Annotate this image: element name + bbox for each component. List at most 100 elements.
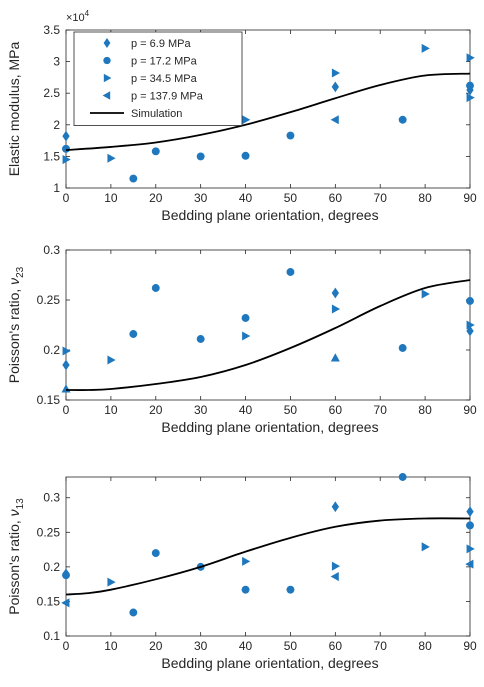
data-point-triangle-left [330, 115, 339, 125]
x-tick-label: 80 [418, 191, 432, 205]
data-point-circle [466, 521, 474, 530]
x-tick-label: 40 [239, 403, 253, 417]
data-point-circle [241, 314, 250, 322]
y-tick-label: 1 [53, 181, 60, 195]
legend-marker-triangle-left [102, 91, 111, 100]
plot-area-frame [65, 476, 471, 637]
x-tick-label: 90 [463, 403, 477, 417]
y-tick-label: 1.5 [43, 149, 60, 163]
x-tick-label: 70 [374, 403, 388, 417]
data-point-triangle-right [421, 43, 430, 53]
y-axis-label-symbol: ν [6, 509, 22, 520]
y-tick-label: 0.1 [43, 629, 60, 643]
x-tick-label: 40 [239, 639, 253, 653]
x-tick-label: 20 [149, 191, 163, 205]
data-point-triangle-left [61, 598, 70, 608]
legend-entry-label: p = 137.9 MPa [131, 91, 204, 103]
data-point-circle [196, 152, 205, 161]
data-point-diamond [331, 501, 339, 513]
legend-marker-circle [103, 56, 111, 65]
x-tick-label: 40 [239, 191, 253, 205]
x-tick-label: 80 [418, 639, 432, 653]
x-tick-label: 50 [284, 403, 298, 417]
data-point-triangle-right [107, 153, 116, 163]
y-axis-label: Elastic modulus, MPa [6, 41, 22, 176]
data-point-triangle-right [107, 577, 116, 587]
x-tick-label: 70 [374, 639, 388, 653]
x-tick-label: 60 [329, 191, 343, 205]
x-tick-label: 30 [194, 191, 208, 205]
simulation-line [65, 517, 471, 596]
data-point-triangle-right [62, 346, 71, 356]
x-tick-label: 90 [463, 191, 477, 205]
data-point-circle [151, 549, 160, 557]
x-tick-label: 80 [418, 403, 432, 417]
data-point-triangle-left [465, 559, 474, 569]
data-point-diamond [466, 325, 474, 337]
data-point-triangle-right [466, 53, 475, 63]
data-point-triangle-right [331, 304, 341, 314]
y-axis-label-text: Poisson's ratio, [6, 520, 22, 615]
x-tick-label: 30 [194, 403, 208, 417]
plot-area-frame [65, 29, 471, 189]
y-tick-label: 0.15 [37, 393, 61, 407]
data-point-triangle-right [242, 115, 251, 125]
x-tick-label: 20 [149, 403, 163, 417]
data-point-triangle-right [242, 331, 251, 341]
data-point-circle [466, 297, 474, 305]
axis-exponent-power: 4 [85, 9, 90, 18]
x-tick-label: 30 [194, 639, 208, 653]
data-point-triangle-right [107, 355, 116, 365]
data-point-circle [62, 144, 70, 153]
data-point-circle [466, 81, 474, 90]
data-point-triangle-up [61, 384, 71, 393]
x-tick-label: 90 [463, 639, 477, 653]
y-tick-label: 3.5 [43, 23, 60, 37]
data-point-circle [398, 115, 407, 124]
data-point-circle [286, 585, 295, 594]
data-point-circle [62, 571, 70, 580]
x-axis-label: Bedding plane orientation, degrees [161, 419, 378, 435]
legend-marker-diamond [103, 38, 111, 48]
data-point-triangle-right [421, 542, 430, 552]
data-point-triangle-right [466, 544, 475, 554]
data-point-diamond [331, 287, 339, 299]
x-tick-label: 60 [329, 403, 343, 417]
y-axis-label: Poisson's ratio, ν23 [6, 266, 26, 383]
data-point-circle [286, 268, 295, 276]
legend-entry-label: p = 34.5 MPa [131, 73, 198, 85]
x-axis-label: Bedding plane orientation, degrees [161, 207, 378, 223]
x-tick-label: 0 [63, 191, 70, 205]
x-tick-label: 60 [329, 639, 343, 653]
chart-panel-2: 0 10 20 30 40 50 60 70 80 90 0.15 0.2 0.25 0.3 Bedding… [6, 243, 477, 435]
legend-entry-label: p = 17.2 MPa [131, 56, 198, 68]
legend-box [73, 31, 243, 126]
y-tick-label: 0.2 [43, 343, 60, 357]
x-tick-label: 10 [104, 403, 118, 417]
legend-entry-label: p = 6.9 MPa [131, 38, 192, 50]
x-tick-label: 50 [284, 639, 298, 653]
legend-marker-triangle-right [103, 73, 112, 83]
axis-exponent-base: ×10 [66, 12, 85, 24]
data-point-triangle-right [466, 93, 475, 103]
data-point-diamond [466, 84, 474, 96]
data-point-diamond [331, 81, 339, 93]
data-point-triangle-right [62, 155, 71, 165]
y-tick-label: 0.25 [37, 293, 61, 307]
data-point-circle [196, 335, 205, 343]
y-tick-label: 0.3 [43, 491, 60, 505]
legend-entry-label: Simulation [131, 108, 182, 120]
data-point-circle [129, 174, 138, 183]
x-tick-label: 10 [104, 191, 118, 205]
data-point-circle [241, 585, 250, 594]
data-point-circle [151, 284, 160, 292]
y-axis-label: Poisson's ratio, ν13 [6, 498, 26, 615]
data-point-circle [286, 131, 295, 140]
y-axis-label-subscript: 23 [15, 266, 26, 278]
y-tick-label: 2.5 [43, 86, 60, 100]
y-axis-label-symbol: ν [6, 278, 22, 289]
data-point-circle [398, 344, 407, 352]
data-point-circle [129, 330, 138, 338]
x-axis-label: Bedding plane orientation, degrees [161, 655, 378, 671]
